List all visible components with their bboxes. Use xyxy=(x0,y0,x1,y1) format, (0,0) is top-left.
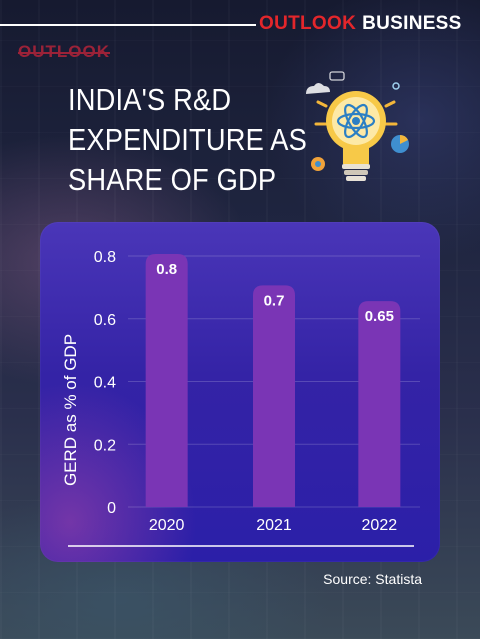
brand-logo-business: BUSINESS xyxy=(362,13,462,34)
data-label: 0.7 xyxy=(264,292,285,309)
data-label: 0.65 xyxy=(365,308,394,325)
y-axis-label: GERD as % of GDP xyxy=(61,334,80,486)
title-line-1: INDIA'S R&D xyxy=(68,82,232,117)
ghost-logo: OUTLOOK xyxy=(18,42,110,61)
x-tick-label: 2022 xyxy=(362,517,398,534)
bar xyxy=(253,285,295,507)
x-tick-label: 2020 xyxy=(149,517,185,534)
title-line-3: SHARE OF GDP xyxy=(68,162,277,197)
y-tick-label: 0.6 xyxy=(94,312,116,329)
page-title: INDIA'S R&D EXPENDITURE AS SHARE OF GDP xyxy=(68,80,307,200)
brand-logo-outlook: OUTLOOK xyxy=(259,13,357,34)
bar xyxy=(145,254,188,507)
title-line-2: EXPENDITURE AS xyxy=(68,122,307,157)
y-tick-label: 0.2 xyxy=(94,437,116,454)
x-tick-label: 2021 xyxy=(256,517,292,534)
y-tick-label: 0.4 xyxy=(94,375,116,392)
y-tick-label: 0.8 xyxy=(94,249,116,266)
brand-logo: OUTLOOK BUSINESS xyxy=(259,13,462,35)
y-tick-label: 0 xyxy=(107,500,116,517)
data-label: 0.8 xyxy=(156,261,177,278)
lightbulb-atom-icon xyxy=(306,71,409,181)
bar xyxy=(358,301,401,507)
header-rule xyxy=(0,24,256,26)
source-note: Source: Statista xyxy=(323,571,422,587)
